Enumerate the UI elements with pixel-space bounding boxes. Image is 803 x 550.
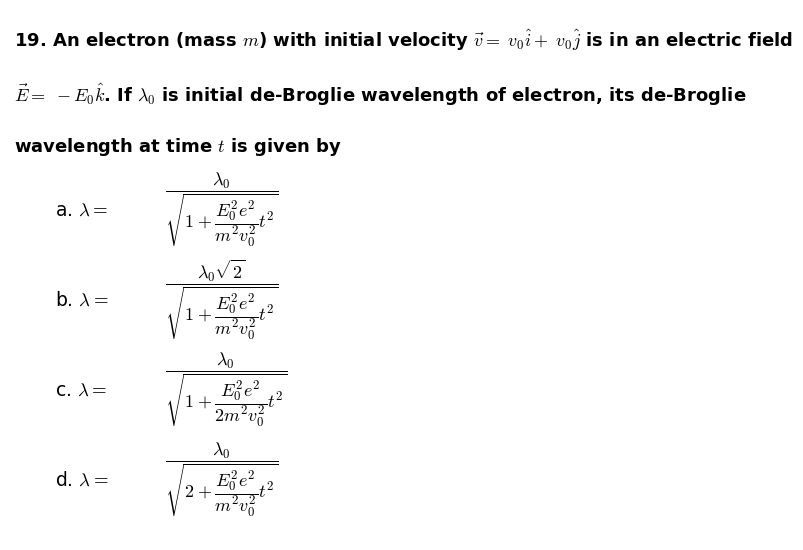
Text: $\dfrac{\lambda_0}{\sqrt{1+\dfrac{E_0^2 e^2}{m^2 v_0^2}t^2}}$: $\dfrac{\lambda_0}{\sqrt{1+\dfrac{E_0^2 … xyxy=(165,170,279,249)
Text: $\dfrac{\lambda_0\sqrt{2}}{\sqrt{1+\dfrac{E_0^2 e^2}{m^2 v_0^2}t^2}}$: $\dfrac{\lambda_0\sqrt{2}}{\sqrt{1+\dfra… xyxy=(165,257,279,343)
Text: c. $\lambda =$: c. $\lambda =$ xyxy=(55,381,107,399)
Text: $\dfrac{\lambda_0}{\sqrt{1+\dfrac{E_0^2 e^2}{2m^2 v_0^2}t^2}}$: $\dfrac{\lambda_0}{\sqrt{1+\dfrac{E_0^2 … xyxy=(165,350,287,430)
Text: 19. An electron (mass $m$) with initial velocity $\vec{v}=\ v_0\hat{i}+\ v_0\hat: 19. An electron (mass $m$) with initial … xyxy=(14,28,792,53)
Text: $\vec{E}=\ -E_0\hat{k}$. If $\lambda_0$ is initial de-Broglie wavelength of elec: $\vec{E}=\ -E_0\hat{k}$. If $\lambda_0$ … xyxy=(14,82,745,108)
Text: a. $\lambda =$: a. $\lambda =$ xyxy=(55,201,108,219)
Text: b. $\lambda =$: b. $\lambda =$ xyxy=(55,290,108,310)
Text: wavelength at time $t$ is given by: wavelength at time $t$ is given by xyxy=(14,136,341,158)
Text: d. $\lambda =$: d. $\lambda =$ xyxy=(55,470,108,490)
Text: $\dfrac{\lambda_0}{\sqrt{2+\dfrac{E_0^2 e^2}{m^2 v_0^2}t^2}}$: $\dfrac{\lambda_0}{\sqrt{2+\dfrac{E_0^2 … xyxy=(165,441,279,519)
